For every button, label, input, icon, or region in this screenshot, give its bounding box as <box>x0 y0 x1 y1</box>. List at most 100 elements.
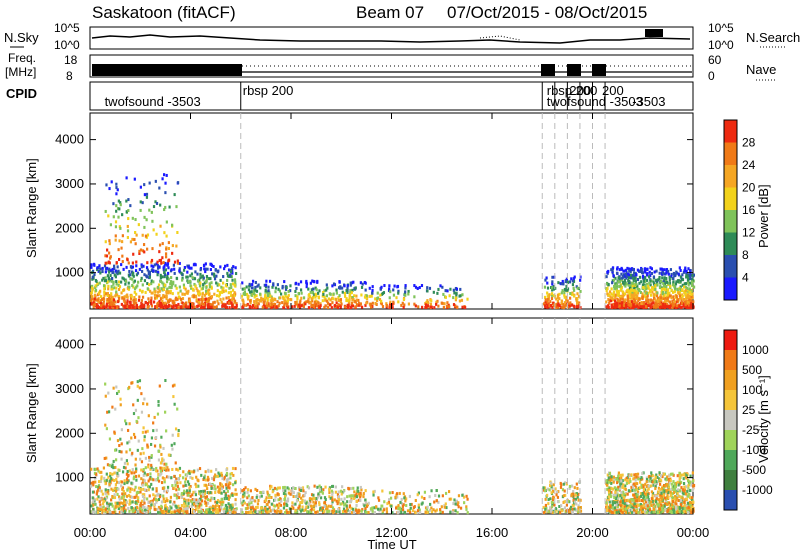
scatter-cell <box>165 509 168 513</box>
scatter-cell <box>215 468 218 472</box>
scatter-cell <box>566 287 570 291</box>
scatter-cell <box>257 302 260 306</box>
scatter-cell <box>283 497 287 501</box>
scatter-cell <box>278 486 281 490</box>
scatter-cell <box>248 510 251 514</box>
scatter-cell <box>621 493 624 497</box>
scatter-cell <box>551 503 554 507</box>
scatter-cell <box>157 270 160 274</box>
scatter-cell <box>311 279 314 283</box>
scatter-cell <box>123 482 126 486</box>
scatter-cell <box>442 292 445 296</box>
y-tick-label: 3000 <box>55 176 84 191</box>
scatter-cell <box>231 466 235 470</box>
scatter-cell <box>164 268 168 272</box>
scatter-cell <box>579 275 582 279</box>
scatter-cell <box>217 471 220 475</box>
scatter-cell <box>632 477 635 481</box>
scatter-cell <box>191 287 195 291</box>
scatter-cell <box>680 302 684 306</box>
scatter-cell <box>323 295 326 299</box>
scatter-cell <box>672 277 675 281</box>
scatter-cell <box>124 499 127 503</box>
scatter-cell <box>189 284 192 288</box>
scatter-cell <box>345 510 348 514</box>
scatter-cell <box>263 506 267 510</box>
scatter-cell <box>574 497 578 501</box>
scatter-cell <box>685 269 688 273</box>
scatter-cell <box>661 271 665 275</box>
scatter-cell <box>383 500 386 504</box>
scatter-cell <box>449 510 452 514</box>
scatter-cell <box>246 490 249 494</box>
scatter-cell <box>326 505 329 509</box>
scatter-cell <box>105 472 108 476</box>
scatter-cell <box>546 300 549 304</box>
scatter-cell <box>254 285 257 289</box>
scatter-cell <box>677 291 680 295</box>
scatter-cell <box>429 502 432 506</box>
scatter-cell <box>544 300 547 304</box>
scatter-cell <box>399 500 402 504</box>
scatter-cell <box>430 510 434 514</box>
scatter-cell <box>414 498 417 502</box>
scatter-cell <box>286 504 289 508</box>
scatter-cell <box>178 466 182 470</box>
scatter-cell <box>611 279 614 283</box>
scatter-cell <box>111 267 114 271</box>
scatter-cell <box>96 266 99 270</box>
scatter-cell <box>230 471 233 475</box>
scatter-cell <box>295 499 299 503</box>
scatter-cell <box>129 240 133 244</box>
scatter-cell <box>222 297 225 301</box>
scatter-cell <box>258 298 261 302</box>
scatter-cell <box>659 293 662 297</box>
scatter-cell <box>141 269 144 273</box>
scatter-cell <box>461 305 464 309</box>
scatter-cell <box>125 472 128 476</box>
scatter-cell <box>193 305 196 309</box>
scatter-cell <box>106 490 109 494</box>
scatter-cell <box>658 286 662 290</box>
scatter-cell <box>126 258 129 262</box>
scatter-cell <box>306 485 309 489</box>
scatter-cell <box>690 284 693 288</box>
scatter-cell <box>254 499 257 503</box>
scatter-cell <box>91 297 94 301</box>
scatter-cell <box>682 298 686 302</box>
scatter-cell <box>105 456 108 460</box>
scatter-cell <box>148 300 151 304</box>
scatter-cell <box>210 305 213 309</box>
scatter-cell <box>227 497 230 501</box>
scatter-cell <box>187 493 190 497</box>
scatter-cell <box>252 292 256 296</box>
scatter-cell <box>456 503 459 507</box>
scatter-cell <box>631 281 634 285</box>
scatter-cell <box>105 254 109 258</box>
scatter-cell <box>109 474 112 478</box>
scatter-cell <box>554 487 557 491</box>
scatter-cell <box>172 502 175 506</box>
scatter-cell <box>91 284 94 288</box>
scatter-cell <box>432 290 435 294</box>
scatter-cell <box>276 305 279 309</box>
scatter-cell <box>615 289 618 293</box>
scatter-cell <box>337 303 340 307</box>
scatter-cell <box>264 290 267 294</box>
scatter-cell <box>103 305 106 309</box>
scatter-cell <box>167 475 170 479</box>
scatter-cell <box>337 511 340 515</box>
scatter-cell <box>569 510 572 514</box>
y-tick-label: 4000 <box>55 132 84 147</box>
scatter-cell <box>324 497 327 501</box>
scatter-cell <box>681 278 685 282</box>
scatter-cell <box>638 302 642 306</box>
scatter-cell <box>165 499 169 503</box>
scatter-cell <box>381 291 384 295</box>
scatter-cell <box>116 188 119 192</box>
scatter-cell <box>195 298 198 302</box>
freq-block-a <box>541 64 555 76</box>
scatter-cell <box>311 505 314 509</box>
scatter-cell <box>267 496 271 500</box>
scatter-cell <box>104 209 107 213</box>
